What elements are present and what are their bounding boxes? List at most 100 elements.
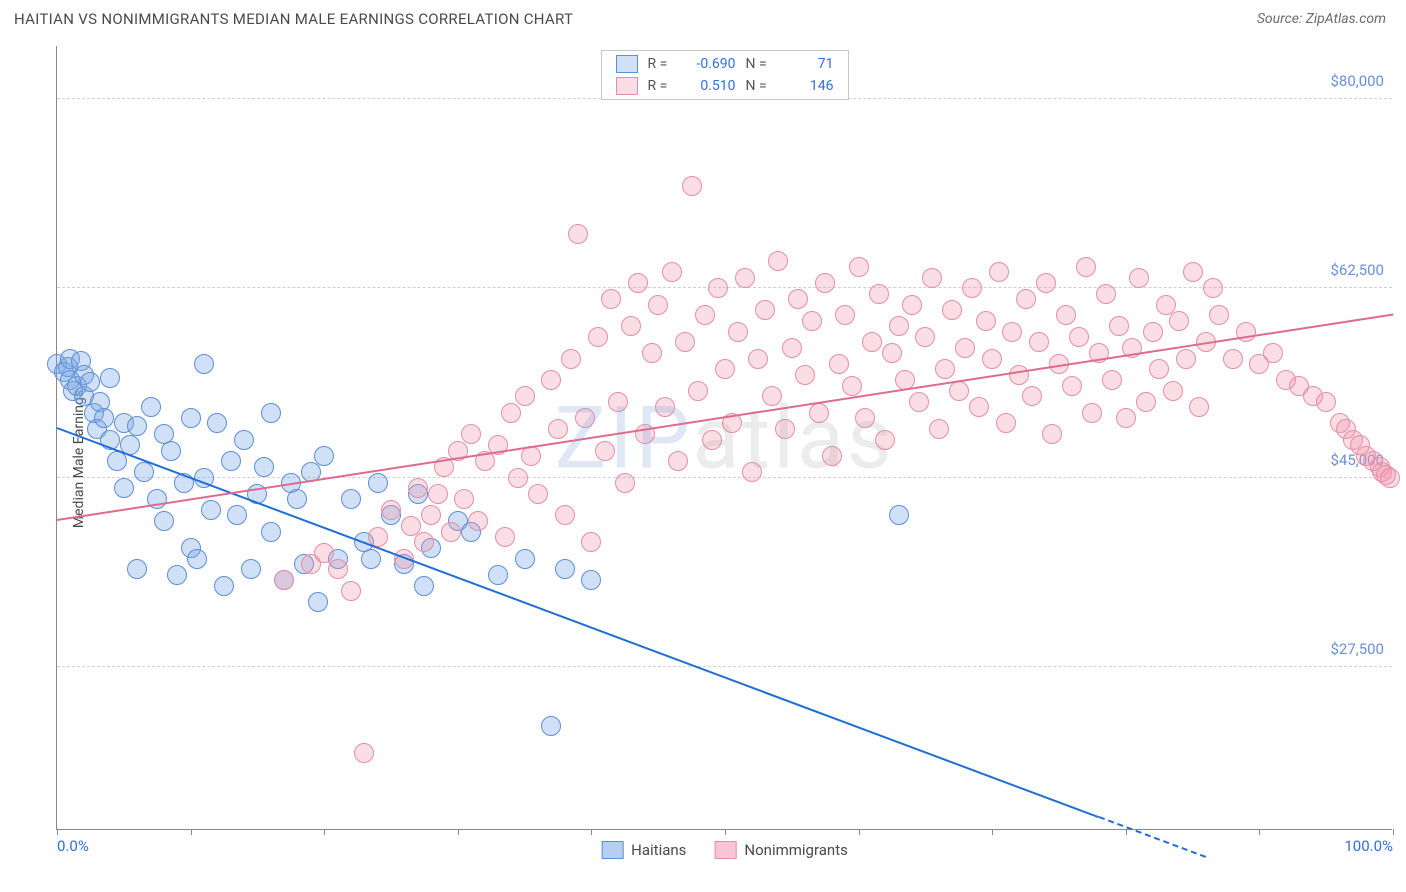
data-point [1380,468,1400,488]
data-point [214,576,234,596]
data-point [889,505,909,525]
x-min-label: 0.0% [57,837,89,855]
data-point [94,408,114,428]
legend-item: Haitians [601,841,686,859]
data-point [708,278,728,298]
stat-r-label: R = [648,78,676,94]
data-point [528,484,548,504]
stat-n-label: N = [746,78,774,94]
data-point [875,430,895,450]
series-legend: Haitians Nonimmigrants [601,841,848,859]
x-tick [725,829,726,835]
data-point [495,527,515,547]
data-point [241,559,261,579]
data-point [287,489,307,509]
data-point [655,397,675,417]
data-point [1009,365,1029,385]
plot-area: ZIPatlas R =-0.690N =71R =0.510N =146 Ha… [56,46,1392,830]
source-label: Source: ZipAtlas.com [1257,11,1386,27]
data-point [802,311,822,331]
data-point [862,332,882,352]
data-point [568,224,588,244]
data-point [775,419,795,439]
data-point [588,327,608,347]
data-point [822,446,842,466]
data-point [621,316,641,336]
data-point [341,489,361,509]
data-point [1056,305,1076,325]
data-point [1169,311,1189,331]
data-point [935,359,955,379]
data-point [100,368,120,388]
data-point [1223,349,1243,369]
x-tick [992,829,993,835]
data-point [114,478,134,498]
data-point [274,570,294,590]
data-point [809,403,829,423]
data-point [949,381,969,401]
data-point [408,478,428,498]
data-point [835,305,855,325]
data-point [1209,305,1229,325]
data-point [976,311,996,331]
data-point [581,570,601,590]
data-point [902,295,922,315]
data-point [1109,316,1129,336]
data-point [161,441,181,461]
data-point [815,273,835,293]
data-point [1016,289,1036,309]
data-point [234,430,254,450]
data-point [909,392,929,412]
data-point [1149,359,1169,379]
data-point [488,565,508,585]
data-point [1069,327,1089,347]
data-point [648,295,668,315]
y-tick-label: $27,500 [1330,640,1384,658]
data-point [201,500,221,520]
data-point [595,441,615,461]
data-point [695,305,715,325]
data-point [996,413,1016,433]
data-point [1102,370,1122,390]
data-point [341,581,361,601]
data-point [668,451,688,471]
legend-label: Haitians [631,841,686,859]
data-point [1203,278,1223,298]
legend-label: Nonimmigrants [744,841,847,859]
data-point [354,743,374,763]
stats-legend-row: R =-0.690N =71 [602,53,848,75]
data-point [541,716,561,736]
data-point [187,549,207,569]
data-point [1176,349,1196,369]
data-point [501,403,521,423]
x-tick [591,829,592,835]
data-point [454,489,474,509]
data-point [414,576,434,596]
data-point [702,430,722,450]
data-point [855,408,875,428]
data-point [748,349,768,369]
data-point [548,419,568,439]
data-point [608,392,628,412]
data-point [882,343,902,363]
trend-line [57,427,1100,818]
data-point [929,419,949,439]
data-point [675,332,695,352]
data-point [1036,273,1056,293]
data-point [221,451,241,471]
data-point [942,300,962,320]
data-point [314,446,334,466]
data-point [601,289,621,309]
data-point [1163,381,1183,401]
data-point [1116,408,1136,428]
stat-r-value: 0.510 [686,78,736,94]
data-point [795,365,815,385]
data-point [508,468,528,488]
x-tick [57,829,58,835]
data-point [308,592,328,612]
data-point [742,462,762,482]
data-point [1082,403,1102,423]
data-point [1183,262,1203,282]
trend-line [1099,816,1207,858]
data-point [368,473,388,493]
